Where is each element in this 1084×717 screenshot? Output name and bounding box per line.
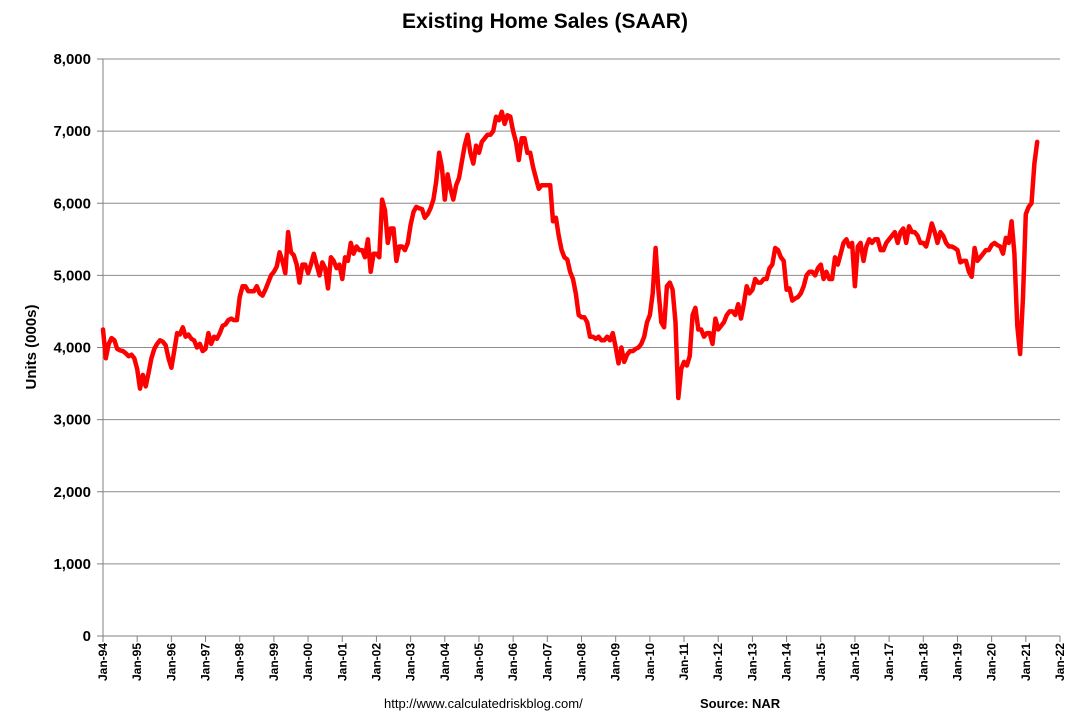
- x-tick-label: Jan-19: [950, 643, 964, 681]
- y-tick-label: 3,000: [53, 412, 91, 429]
- chart-title: Existing Home Sales (SAAR): [402, 10, 688, 33]
- x-tick-label: Jan-95: [130, 643, 144, 681]
- x-tick-label: Jan-07: [540, 643, 554, 681]
- x-tick-label: Jan-13: [745, 643, 759, 681]
- x-tick-label: Jan-02: [369, 643, 383, 681]
- footer-url: http://www.calculatedriskblog.com/: [384, 696, 583, 711]
- footer-source: Source: NAR: [700, 696, 781, 711]
- x-tick-label: Jan-09: [609, 643, 623, 681]
- x-tick-label: Jan-10: [643, 643, 657, 681]
- x-tick-label: Jan-96: [164, 643, 178, 681]
- y-tick-label: 1,000: [53, 556, 91, 573]
- x-tick-label: Jan-22: [1053, 643, 1067, 681]
- x-tick-label: Jan-06: [506, 643, 520, 681]
- x-axis-ticks: Jan-94 Jan-95 Jan-96 Jan-97 Jan-98 Jan-99 Jan-…: [96, 636, 1067, 681]
- y-axis-label: Units (000s): [23, 304, 40, 389]
- y-axis-ticks: 0 1,000 2,000 3,000 4,000 5,000 6,000 7,000 8,00…: [53, 51, 103, 645]
- x-tick-label: Jan-17: [882, 643, 896, 681]
- x-tick-label: Jan-15: [814, 643, 828, 681]
- x-tick-label: Jan-18: [916, 643, 930, 681]
- x-tick-label: Jan-05: [472, 643, 486, 681]
- x-tick-label: Jan-16: [848, 643, 862, 681]
- y-tick-label: 8,000: [53, 51, 91, 68]
- y-tick-label: 2,000: [53, 484, 91, 501]
- x-tick-label: Jan-20: [985, 643, 999, 681]
- y-tick-label: 7,000: [53, 123, 91, 140]
- x-tick-label: Jan-08: [575, 643, 589, 681]
- x-tick-label: Jan-98: [233, 643, 247, 681]
- y-tick-label: 0: [83, 628, 91, 645]
- gridlines: [103, 58, 1060, 565]
- y-tick-label: 4,000: [53, 340, 91, 357]
- x-tick-label: Jan-94: [96, 643, 110, 681]
- x-tick-label: Jan-04: [438, 643, 452, 681]
- x-tick-label: Jan-03: [404, 643, 418, 681]
- x-tick-label: Jan-11: [677, 643, 691, 681]
- x-tick-label: Jan-21: [1019, 643, 1033, 681]
- x-tick-label: Jan-12: [711, 643, 725, 681]
- x-tick-label: Jan-99: [267, 643, 281, 681]
- x-tick-label: Jan-14: [780, 643, 794, 681]
- x-tick-label: Jan-97: [199, 643, 213, 681]
- y-tick-label: 5,000: [53, 267, 91, 284]
- series-line: [100, 109, 1040, 401]
- y-tick-label: 6,000: [53, 195, 91, 212]
- x-tick-label: Jan-01: [335, 643, 349, 681]
- x-tick-label: Jan-00: [301, 643, 315, 681]
- series-layer: [100, 109, 1040, 401]
